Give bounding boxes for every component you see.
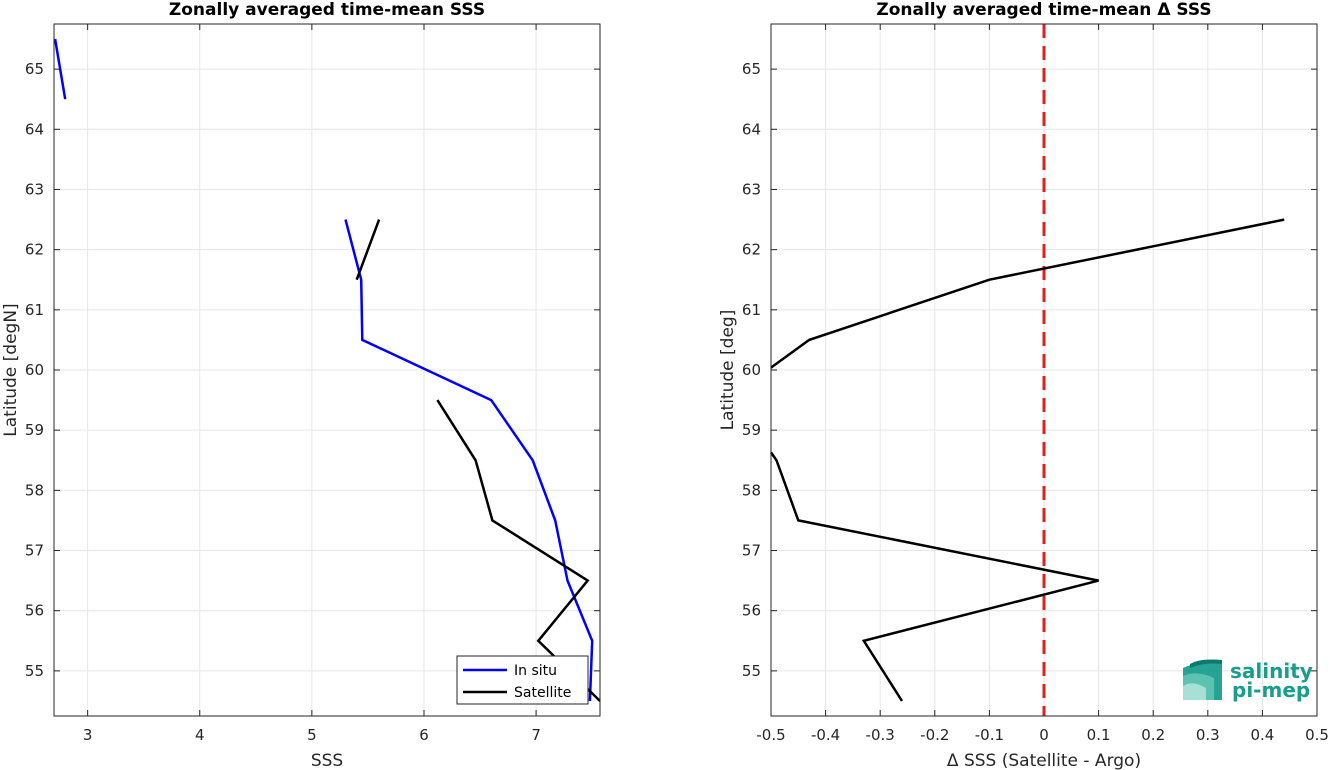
delta-ytick-label: 62 <box>742 241 761 259</box>
delta-ytick-label: 63 <box>742 180 761 198</box>
sss-series-in-situ-segment-0 <box>53 38 67 100</box>
delta-ytick-label: 58 <box>742 481 761 499</box>
delta-xtick-label: 0.2 <box>1141 726 1165 744</box>
legend-label-1: Satellite <box>514 685 571 701</box>
logo-waves-icon <box>1183 659 1222 700</box>
delta-xtick-label: 0 <box>1039 726 1049 744</box>
delta-series-delta-segment-1 <box>769 451 1099 702</box>
sss-ytick-label: 59 <box>25 421 44 439</box>
right-panel-delta-sss: -0.5 -0.4 -0.3 -0.2 -0.1 0 0.1 0.2 0.3 0.4 0.5 55 56… <box>718 0 1329 770</box>
sss-series-satellite-segment-1 <box>436 399 601 702</box>
delta-series-delta-segment-0 <box>770 218 1285 369</box>
delta-axes-frame <box>770 23 1318 717</box>
sss-ytick-label: 61 <box>25 301 44 319</box>
sss-xtick-label: 5 <box>307 726 317 744</box>
sss-series-satellite-segment-0 <box>355 219 381 281</box>
sss-ytick-label: 57 <box>25 542 44 560</box>
delta-ytick-label: 55 <box>742 662 761 680</box>
sss-series-in-situ-segment-1 <box>344 219 594 702</box>
sss-ytick-label: 63 <box>25 180 44 198</box>
logo-line1: salinity <box>1230 659 1313 683</box>
sss-ytick-label: 64 <box>25 120 44 138</box>
delta-xtick-label: -0.4 <box>811 726 840 744</box>
delta-xtick-label: -0.2 <box>920 726 949 744</box>
sss-x-axis-label: SSS <box>311 751 343 770</box>
delta-xtick-label: -0.5 <box>756 726 785 744</box>
sss-xtick-label: 4 <box>195 726 205 744</box>
sss-xtick-label: 7 <box>531 726 541 744</box>
sss-xtick-label: 3 <box>83 726 93 744</box>
legend-box <box>456 655 589 705</box>
sss-xtick-label: 6 <box>419 726 429 744</box>
delta-ytick-label: 59 <box>742 421 761 439</box>
sss-ytick-label: 60 <box>25 361 44 379</box>
sss-ytick-label: 56 <box>25 602 44 620</box>
delta-ytick-label: 60 <box>742 361 761 379</box>
sss-ytick-label: 65 <box>25 60 44 78</box>
delta-ytick-label: 57 <box>742 542 761 560</box>
delta-ytick-label: 56 <box>742 602 761 620</box>
delta-ytick-label: 61 <box>742 301 761 319</box>
delta-xtick-label: -0.1 <box>975 726 1004 744</box>
delta-chart-title: Zonally averaged time-mean Δ SSS <box>876 0 1211 20</box>
sss-ytick-label: 55 <box>25 662 44 680</box>
delta-xtick-label: -0.3 <box>866 726 895 744</box>
sss-axes-frame <box>53 23 601 717</box>
delta-x-axis-label: Δ SSS (Satellite - Argo) <box>947 751 1141 770</box>
delta-xtick-label: 0.1 <box>1087 726 1111 744</box>
logo-line2: pi-mep <box>1232 678 1310 702</box>
sss-ytick-label: 62 <box>25 241 44 259</box>
delta-xtick-label: 0.5 <box>1305 726 1329 744</box>
sss-chart-title: Zonally averaged time-mean SSS <box>169 0 485 20</box>
delta-ytick-label: 65 <box>742 60 761 78</box>
delta-y-axis-label: Latitude [deg] <box>718 310 738 431</box>
delta-xtick-label: 0.3 <box>1196 726 1220 744</box>
delta-ytick-label: 64 <box>742 120 761 138</box>
salinity-pi-mep-logo: salinity pi-mep <box>1183 659 1313 702</box>
legend-label-0: In situ <box>514 663 557 679</box>
sss-ytick-label: 58 <box>25 481 44 499</box>
sss-y-axis-label: Latitude [degN] <box>1 303 21 436</box>
delta-xtick-label: 0.4 <box>1250 726 1274 744</box>
